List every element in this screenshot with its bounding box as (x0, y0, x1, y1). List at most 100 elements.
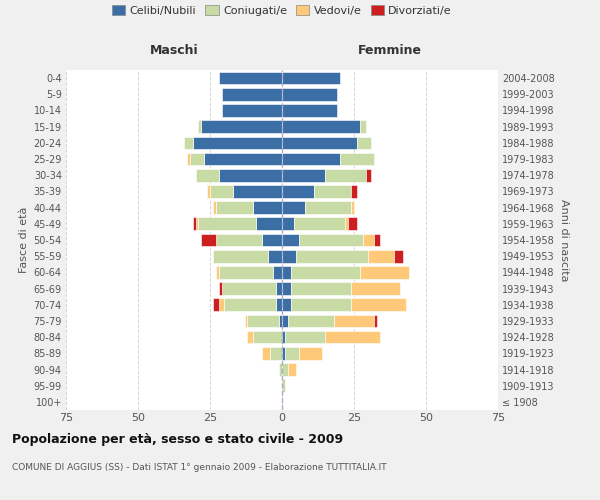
Bar (282, 120, 360, 133)
Bar (276, 298, 282, 311)
Bar (271, 347, 282, 360)
Bar (325, 169, 365, 181)
Bar (282, 202, 305, 214)
Bar (282, 266, 290, 278)
Text: Femmine: Femmine (358, 44, 422, 57)
Bar (196, 218, 199, 230)
Bar (199, 120, 202, 133)
Bar (288, 314, 334, 328)
Bar (216, 234, 262, 246)
Bar (285, 331, 325, 344)
Bar (290, 282, 351, 295)
Bar (334, 314, 374, 328)
Bar (351, 298, 406, 311)
Text: COMUNE DI AGGIUS (SS) - Dati ISTAT 1° gennaio 2009 - Elaborazione TUTTITALIA.IT: COMUNE DI AGGIUS (SS) - Dati ISTAT 1° ge… (12, 462, 386, 471)
Bar (279, 314, 282, 328)
Bar (199, 218, 256, 230)
Bar (221, 88, 282, 101)
Bar (218, 72, 282, 85)
Bar (245, 314, 247, 328)
Bar (290, 298, 351, 311)
Bar (325, 331, 380, 344)
Bar (282, 169, 325, 181)
Bar (340, 152, 374, 166)
Bar (210, 185, 233, 198)
Bar (282, 250, 296, 262)
Bar (348, 218, 357, 230)
Bar (274, 266, 282, 278)
Bar (362, 234, 374, 246)
Bar (216, 266, 218, 278)
Bar (207, 185, 210, 198)
Bar (193, 218, 196, 230)
Bar (293, 218, 346, 230)
Bar (299, 234, 362, 246)
Bar (282, 298, 290, 311)
Bar (213, 250, 268, 262)
Bar (374, 234, 380, 246)
Bar (279, 363, 282, 376)
Bar (202, 234, 216, 246)
Bar (351, 282, 400, 295)
Bar (346, 218, 348, 230)
Bar (218, 298, 224, 311)
Bar (296, 250, 368, 262)
Bar (351, 185, 357, 198)
Bar (314, 185, 351, 198)
Bar (282, 282, 290, 295)
Bar (276, 282, 282, 295)
Bar (224, 298, 276, 311)
Y-axis label: Anni di nascita: Anni di nascita (559, 198, 569, 281)
Bar (218, 282, 221, 295)
Text: Popolazione per età, sesso e stato civile - 2009: Popolazione per età, sesso e stato civil… (12, 432, 343, 446)
Bar (394, 250, 403, 262)
Bar (365, 169, 371, 181)
Bar (282, 380, 285, 392)
Bar (190, 152, 204, 166)
Bar (351, 202, 354, 214)
Text: Maschi: Maschi (149, 44, 199, 57)
Bar (282, 72, 340, 85)
Bar (221, 282, 276, 295)
Bar (285, 347, 299, 360)
Bar (253, 202, 282, 214)
Bar (299, 347, 322, 360)
Bar (247, 314, 279, 328)
Bar (193, 136, 282, 149)
Bar (282, 218, 293, 230)
Bar (262, 234, 282, 246)
Bar (360, 120, 365, 133)
Bar (282, 136, 357, 149)
Bar (282, 234, 299, 246)
Bar (213, 298, 218, 311)
Bar (282, 363, 288, 376)
Legend: Celibi/Nubili, Coniugati/e, Vedovi/e, Divorziati/e: Celibi/Nubili, Coniugati/e, Vedovi/e, Di… (107, 1, 457, 20)
Bar (282, 347, 285, 360)
Bar (213, 202, 216, 214)
Bar (282, 185, 314, 198)
Bar (374, 314, 377, 328)
Bar (187, 152, 190, 166)
Bar (290, 266, 360, 278)
Bar (282, 152, 340, 166)
Bar (288, 363, 296, 376)
Bar (196, 169, 218, 181)
Bar (233, 185, 282, 198)
Y-axis label: Fasce di età: Fasce di età (19, 207, 29, 273)
Bar (282, 331, 285, 344)
Bar (204, 152, 282, 166)
Bar (268, 250, 282, 262)
Bar (256, 218, 282, 230)
Bar (218, 169, 282, 181)
Bar (360, 266, 409, 278)
Bar (218, 266, 274, 278)
Bar (262, 347, 271, 360)
Bar (368, 250, 394, 262)
Bar (282, 88, 337, 101)
Bar (216, 202, 253, 214)
Bar (202, 120, 282, 133)
Bar (305, 202, 351, 214)
Bar (184, 136, 193, 149)
Bar (282, 314, 288, 328)
Bar (357, 136, 371, 149)
